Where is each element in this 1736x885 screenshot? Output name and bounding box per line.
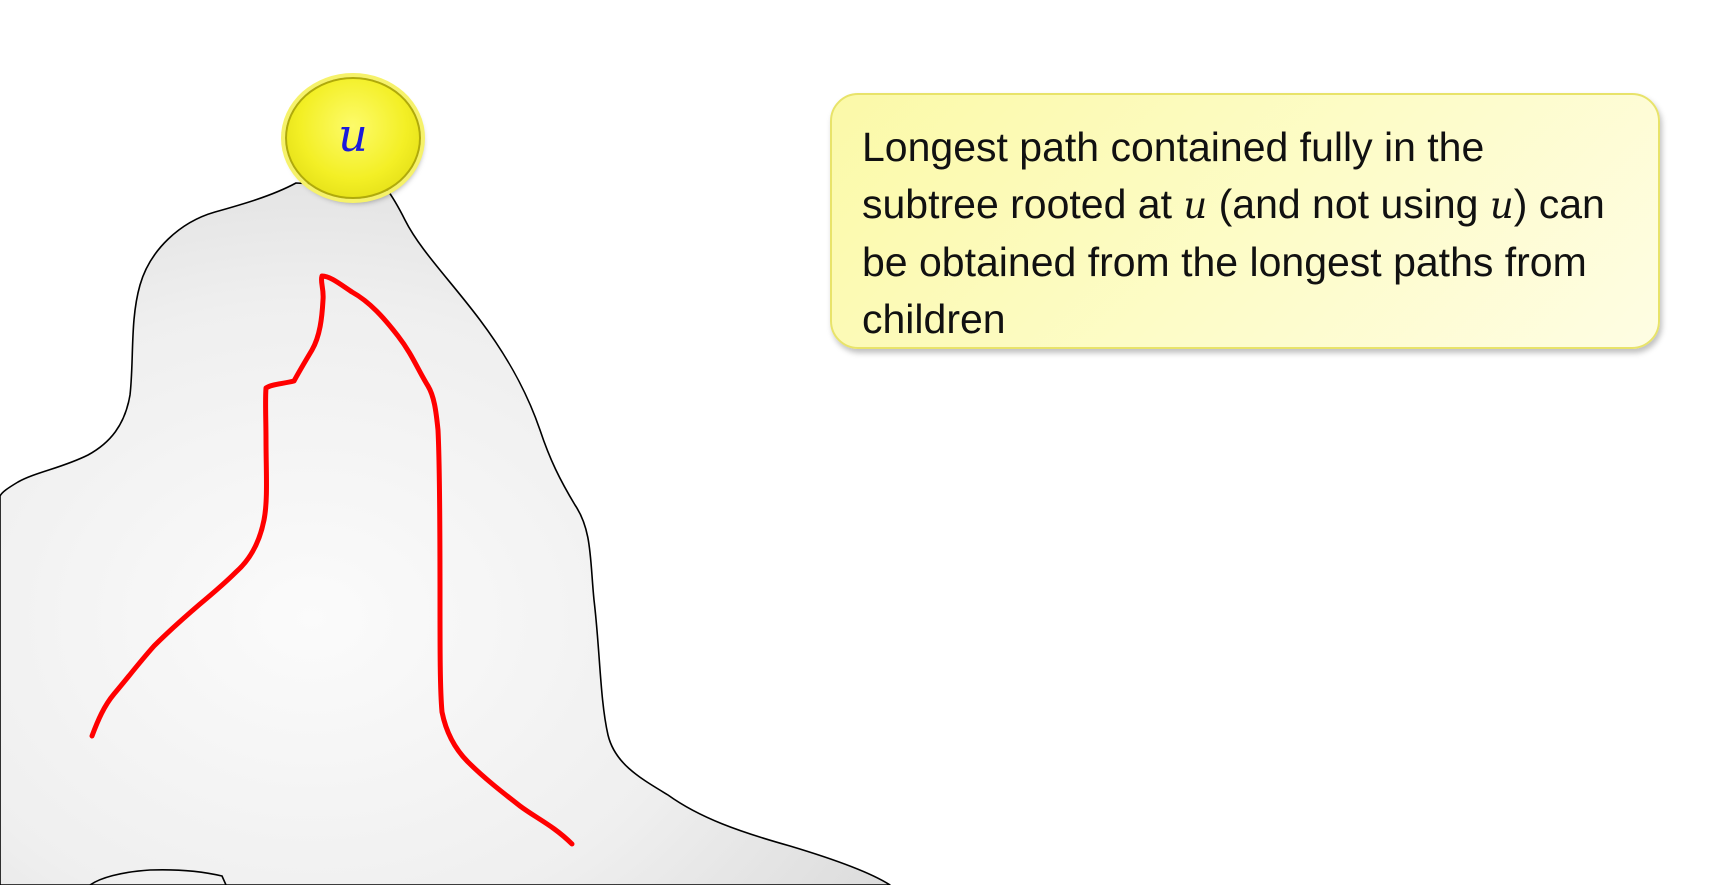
callout-text-part-1: Longest path contained fully in the subt… xyxy=(862,124,1485,227)
callout-math-u-2: u xyxy=(1489,184,1514,227)
lower-subtree-outline xyxy=(89,869,227,885)
callout-text-part-3: ) can be obtained from the longest paths… xyxy=(862,181,1605,342)
node-u-label: u xyxy=(338,108,368,162)
callout-box: Longest path contained fully in the subt… xyxy=(830,93,1660,349)
callout-text: Longest path contained fully in the subt… xyxy=(862,119,1628,348)
callout-math-u-1: u xyxy=(1183,184,1208,227)
node-u: u xyxy=(285,77,421,199)
longest-path xyxy=(89,273,575,847)
subtree-shape xyxy=(0,182,891,885)
callout-text-part-2: (and not using xyxy=(1207,181,1490,227)
